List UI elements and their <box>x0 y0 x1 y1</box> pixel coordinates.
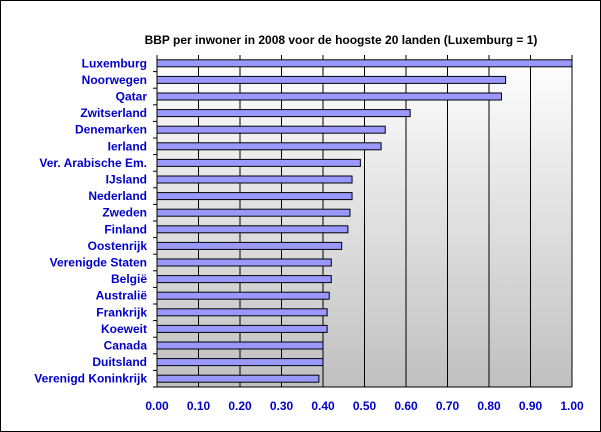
category-label: Qatar <box>116 90 148 104</box>
category-label: Denemarken <box>75 123 147 137</box>
category-label: Zweden <box>102 206 147 220</box>
x-tick-label: 0.40 <box>311 399 335 413</box>
category-label: Verenigd Koninkrijk <box>34 372 147 386</box>
bar <box>156 92 502 101</box>
category-label: Zwitserland <box>80 106 147 120</box>
category-label: Noorwegen <box>82 73 147 87</box>
bar <box>156 208 351 217</box>
bar <box>156 291 330 300</box>
bar <box>156 275 332 284</box>
bar <box>156 225 349 234</box>
bar <box>156 374 320 383</box>
category-label: Oostenrijk <box>88 239 148 253</box>
bar <box>156 175 353 184</box>
category-label: België <box>111 272 147 286</box>
x-tick-label: 0.50 <box>353 399 377 413</box>
category-label: Luxemburg <box>82 56 147 70</box>
bar <box>156 241 343 250</box>
x-tick-label: 0.60 <box>394 399 418 413</box>
category-label: Finland <box>104 222 147 236</box>
x-tick-label: 1.00 <box>560 399 584 413</box>
x-tick-label: 0.20 <box>228 399 252 413</box>
bar <box>156 324 328 333</box>
bar <box>156 125 386 134</box>
category-label: Koeweit <box>101 322 147 336</box>
category-label: Canada <box>104 339 148 353</box>
category-label: Ver. Arabische Em. <box>39 156 147 170</box>
category-label: IJsland <box>106 173 147 187</box>
category-label: Australië <box>96 289 148 303</box>
category-label: Frankrijk <box>96 305 147 319</box>
bar <box>156 59 573 68</box>
x-tick-label: 0.30 <box>270 399 294 413</box>
bar <box>156 158 361 167</box>
bar <box>156 258 332 267</box>
x-tick-label: 0.00 <box>145 399 169 413</box>
category-label: Ierland <box>108 139 147 153</box>
x-tick-label: 0.70 <box>436 399 460 413</box>
category-label: Nederland <box>88 189 147 203</box>
bar <box>156 192 353 201</box>
bar <box>156 109 411 118</box>
bar <box>156 75 507 84</box>
chart-title: BBP per inwoner in 2008 voor de hoogste … <box>145 33 538 47</box>
plot-area: 0.00 0.10 0.20 0.30 0.40 0.50 0.60 0.70 0.80 0.90… <box>34 55 584 413</box>
bar <box>156 308 328 317</box>
category-label: Duitsland <box>92 355 147 369</box>
category-label: Verenigde Staten <box>50 256 147 270</box>
x-tick-label: 0.10 <box>187 399 211 413</box>
bar <box>156 142 382 151</box>
bar <box>156 358 324 367</box>
bar <box>156 341 324 350</box>
x-tick-label: 0.80 <box>477 399 501 413</box>
x-tick-label: 0.90 <box>519 399 543 413</box>
